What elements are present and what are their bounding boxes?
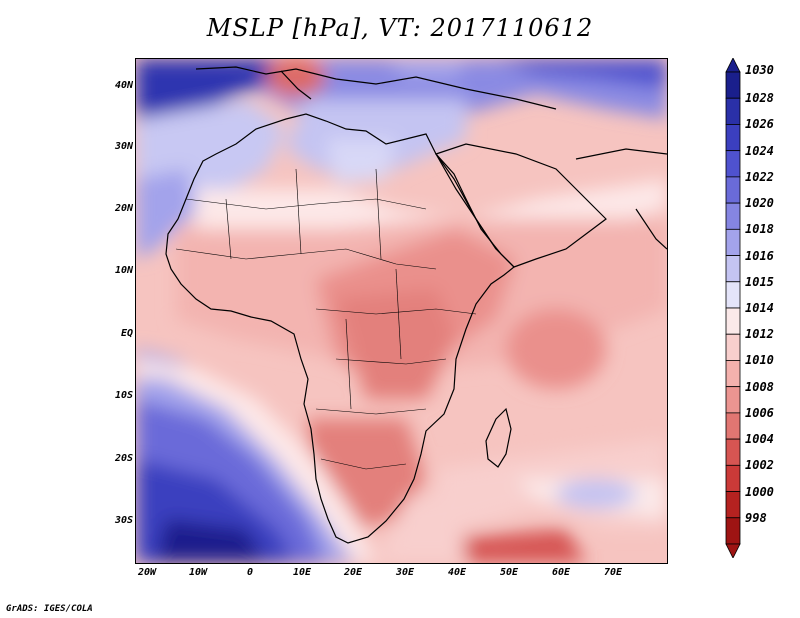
colorbar-label: 1020 bbox=[745, 196, 774, 211]
mslp-map bbox=[136, 59, 667, 563]
y-tick-label: 40N bbox=[114, 80, 133, 91]
colorbar-label: 1026 bbox=[745, 117, 774, 132]
colorbar-swatch bbox=[725, 438, 741, 466]
colorbar-swatch bbox=[725, 228, 741, 256]
x-tick-label: 20W bbox=[137, 567, 157, 578]
footer-credit: GrADS: IGES/COLA bbox=[6, 604, 93, 614]
colorbar-arrow-top bbox=[725, 58, 741, 73]
x-tick-label: 40E bbox=[447, 567, 467, 578]
map-panel bbox=[135, 58, 668, 564]
country-borders bbox=[175, 168, 477, 470]
colorbar-swatch bbox=[725, 307, 741, 335]
colorbar-arrow-bottom bbox=[725, 543, 741, 558]
colorbar-swatch bbox=[725, 124, 741, 152]
colorbar-label: 1000 bbox=[745, 484, 774, 499]
colorbar-swatch bbox=[725, 150, 741, 178]
x-tick-label: 0 bbox=[246, 567, 254, 578]
colorbar-label: 1012 bbox=[745, 327, 774, 342]
colorbar-swatch bbox=[725, 360, 741, 388]
x-tick-label: 20E bbox=[343, 567, 363, 578]
colorbar-label: 1028 bbox=[745, 91, 774, 106]
y-tick-label: 30N bbox=[114, 141, 133, 152]
x-tick-label: 10W bbox=[188, 567, 208, 578]
colorbar-swatch bbox=[725, 517, 741, 545]
colorbar-swatch bbox=[725, 333, 741, 361]
y-tick-label: 10S bbox=[114, 390, 133, 401]
colorbar-swatch bbox=[725, 491, 741, 519]
colorbar-label: 1030 bbox=[745, 63, 774, 77]
colorbar-label: 1006 bbox=[745, 405, 774, 420]
x-tick-label: 30E bbox=[395, 567, 415, 578]
colorbar-label: 1022 bbox=[745, 169, 774, 184]
y-tick-label: 30S bbox=[114, 515, 133, 526]
colorbar-label: 1010 bbox=[745, 353, 774, 368]
colorbar-label: 1002 bbox=[745, 458, 774, 473]
colorbar-swatch bbox=[725, 464, 741, 492]
colorbar-label: 1014 bbox=[745, 301, 774, 315]
colorbar-swatch bbox=[725, 412, 741, 440]
colorbar bbox=[725, 58, 741, 558]
x-tick-label: 70E bbox=[603, 567, 623, 578]
y-tick-label: 10N bbox=[114, 265, 133, 276]
colorbar-label: 1004 bbox=[745, 432, 774, 447]
colorbar-swatch bbox=[725, 386, 741, 414]
map-title: MSLP [hPa], VT: 2017110612 bbox=[206, 14, 594, 42]
colorbar-label: 1016 bbox=[745, 248, 774, 263]
colorbar-swatch bbox=[725, 255, 741, 283]
colorbar-swatch bbox=[725, 71, 741, 99]
y-tick-label: EQ bbox=[120, 328, 133, 339]
x-tick-label: 10E bbox=[292, 567, 312, 578]
colorbar-swatch bbox=[725, 202, 741, 230]
colorbar-label: 1015 bbox=[745, 274, 774, 289]
coastlines bbox=[165, 66, 667, 544]
colorbar-swatch bbox=[725, 176, 741, 204]
y-tick-label: 20S bbox=[114, 453, 133, 464]
y-tick-label: 20N bbox=[114, 203, 133, 214]
colorbar-label: 1008 bbox=[745, 379, 774, 394]
colorbar-label: 1018 bbox=[745, 222, 774, 237]
colorbar-label: 998 bbox=[745, 510, 767, 525]
colorbar-swatch bbox=[725, 97, 741, 125]
colorbar-swatch bbox=[725, 281, 741, 309]
colorbar-label: 1024 bbox=[745, 143, 774, 158]
x-tick-label: 60E bbox=[551, 567, 571, 578]
x-tick-label: 50E bbox=[499, 567, 519, 578]
